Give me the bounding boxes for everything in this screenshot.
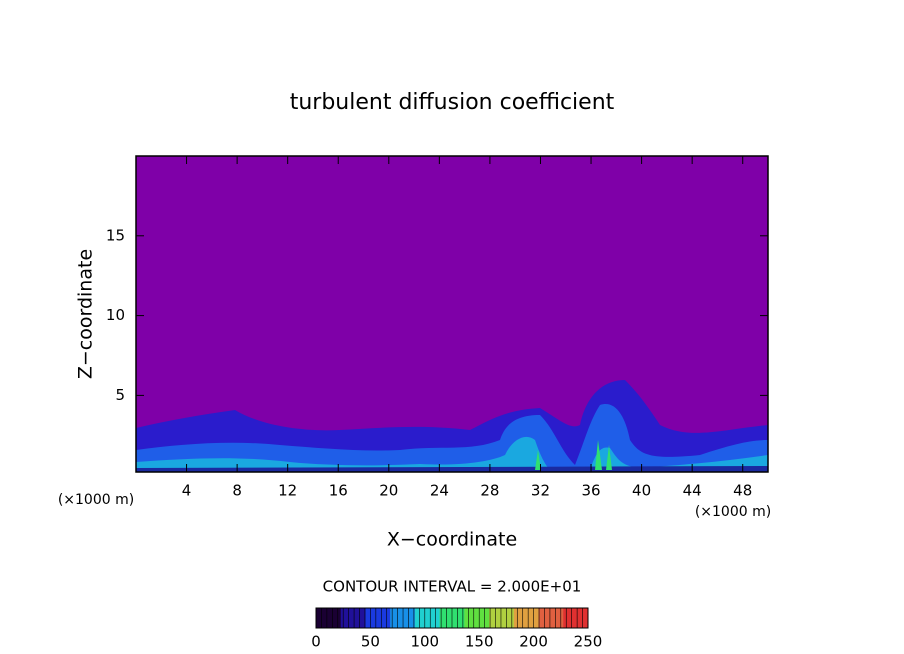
colorbar-tick-label: 150: [465, 633, 494, 651]
colorbar-tick-label: 50: [361, 633, 380, 651]
y-tick-label: 15: [106, 226, 125, 244]
x-tick-label: 28: [480, 482, 499, 500]
y-tick-label: 10: [106, 306, 125, 324]
colorbar-tick-label: 250: [574, 633, 603, 651]
colorbar-tick-label: 0: [311, 633, 321, 651]
colorbar-swatch: [316, 608, 342, 628]
y-axis-label: Z−coordinate: [75, 249, 97, 379]
y-unit: (×1000 m): [58, 492, 134, 508]
y-tick-label: 5: [115, 386, 125, 404]
contour-field: [136, 156, 768, 472]
colorbar-swatch: [538, 608, 564, 628]
colorbar-swatch: [365, 608, 391, 628]
x-tick-label: 44: [683, 482, 702, 500]
colorbar-swatch: [563, 608, 589, 628]
colorbar-swatch: [414, 608, 441, 628]
contour-interval: CONTOUR INTERVAL = 2.000E+01: [323, 578, 582, 596]
x-tick-label: 16: [329, 482, 348, 500]
x-tick-label: 20: [379, 482, 398, 500]
plot-frame: [135, 155, 769, 473]
x-tick-label: 36: [581, 482, 600, 500]
chart-title: turbulent diffusion coefficient: [290, 90, 615, 115]
x-tick-label: 32: [531, 482, 550, 500]
colorbar-swatch: [489, 608, 515, 628]
colorbar-swatch: [340, 608, 366, 628]
colorbar-frame: [315, 607, 589, 629]
x-axis-label: X−coordinate: [387, 529, 517, 551]
x-tick-label: 4: [182, 482, 192, 500]
x-tick-label: 24: [430, 482, 449, 500]
contour-level: [535, 440, 612, 470]
x-tick-label: 8: [232, 482, 242, 500]
x-unit: (×1000 m): [695, 504, 771, 520]
x-tick-label: 48: [733, 482, 752, 500]
colorbar-swatch: [464, 608, 490, 628]
colorbar-swatch: [513, 608, 540, 628]
x-tick-label: 12: [278, 482, 297, 500]
x-tick-label: 40: [632, 482, 651, 500]
colorbar-tick-label: 200: [519, 633, 548, 651]
colorbar-tick-label: 100: [410, 633, 439, 651]
